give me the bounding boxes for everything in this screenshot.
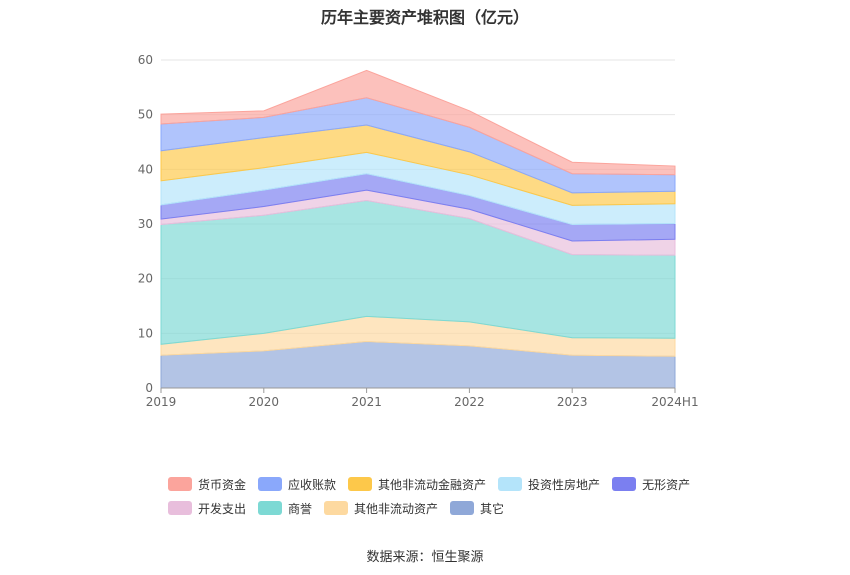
legend-swatch [612, 477, 637, 491]
legend-swatch [168, 477, 192, 491]
x-tick-label: 2023 [557, 395, 588, 409]
x-tick-label: 2024H1 [651, 395, 698, 409]
x-tick-label: 2020 [249, 395, 280, 409]
y-tick-label: 30 [138, 217, 153, 231]
legend-label: 其他非流动资产 [354, 501, 439, 516]
x-tick-label: 2022 [454, 395, 485, 409]
legend-item-goodwill[interactable]: 商誉 [258, 500, 312, 517]
legend-swatch [498, 477, 523, 491]
legend-label: 其他非流动金融资产 [378, 477, 487, 492]
legend-label: 商誉 [288, 501, 313, 516]
legend-label: 货币资金 [198, 477, 247, 492]
legend-label: 投资性房地产 [528, 477, 601, 492]
legend-swatch [348, 477, 373, 491]
stacked-area-chart: 0 10 20 30 40 50 60 2019 2020 2021 2022 2023 2024H1 [138, 53, 699, 409]
legend-row: 开发支出 商誉 其他非流动资产 其它 [168, 496, 728, 520]
legend-label: 无形资产 [642, 477, 691, 492]
legend-item-cash[interactable]: 货币资金 [168, 476, 246, 493]
area-series [160, 69, 676, 176]
y-tick-label: 40 [138, 162, 153, 176]
y-tick-label: 60 [138, 53, 153, 67]
legend-swatch [258, 477, 283, 491]
legend-label: 开发支出 [198, 501, 247, 516]
legend-item-intangible-assets[interactable]: 无形资产 [612, 476, 690, 493]
legend-label: 其它 [480, 501, 505, 516]
data-source-note: 数据来源：恒生聚源 [366, 550, 484, 565]
legend-item-other-noncurrent-assets[interactable]: 其他非流动资产 [324, 500, 438, 517]
legend-swatch [168, 501, 192, 515]
x-tick-label: 2019 [146, 395, 177, 409]
legend-row: 货币资金 应收账款 其他非流动金融资产 投资性房地产 无形资产 [168, 472, 728, 496]
y-tick-label: 20 [138, 272, 153, 286]
x-tick-label: 2021 [351, 395, 382, 409]
legend-swatch [450, 501, 475, 515]
y-tick-label: 10 [138, 326, 153, 340]
chart-legend: 货币资金 应收账款 其他非流动金融资产 投资性房地产 无形资产 开发支出 商誉 [168, 472, 728, 520]
legend-item-development-expenditure[interactable]: 开发支出 [168, 500, 246, 517]
chart-title: 历年主要资产堆积图（亿元） [320, 8, 529, 27]
legend-item-investment-property[interactable]: 投资性房地产 [498, 476, 600, 493]
legend-swatch [258, 501, 283, 515]
legend-label: 应收账款 [288, 477, 337, 492]
legend-item-other-noncurrent-financial-assets[interactable]: 其他非流动金融资产 [348, 476, 486, 493]
legend-swatch [324, 501, 349, 515]
legend-item-other[interactable]: 其它 [450, 500, 504, 517]
legend-item-receivables[interactable]: 应收账款 [258, 476, 336, 493]
y-tick-label: 50 [138, 108, 153, 122]
y-tick-label: 0 [145, 381, 153, 395]
